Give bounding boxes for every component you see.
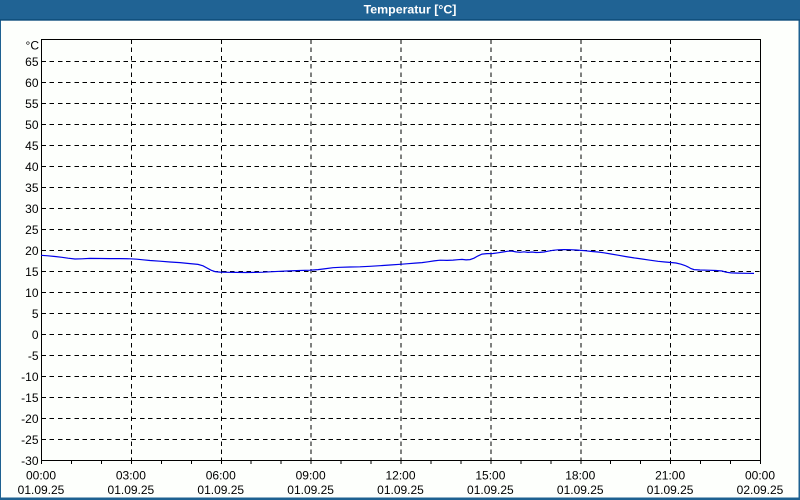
svg-text:40: 40 [25,160,39,174]
svg-text:55: 55 [25,97,39,111]
svg-text:01.09.25: 01.09.25 [557,483,604,497]
svg-text:00:00: 00:00 [26,468,56,482]
svg-text:10: 10 [25,286,39,300]
svg-text:0: 0 [32,328,39,342]
svg-text:06:00: 06:00 [206,468,236,482]
svg-text:45: 45 [25,139,39,153]
svg-text:01.09.25: 01.09.25 [377,483,424,497]
svg-text:30: 30 [25,202,39,216]
svg-text:01.09.25: 01.09.25 [197,483,244,497]
svg-text:12:00: 12:00 [385,468,415,482]
svg-text:°C: °C [26,39,40,53]
svg-text:-5: -5 [28,349,39,363]
svg-text:35: 35 [25,181,39,195]
svg-text:21:00: 21:00 [655,468,685,482]
svg-text:Temperatur [°C]: Temperatur [°C] [364,3,457,17]
svg-text:-20: -20 [21,412,39,426]
svg-text:01.09.25: 01.09.25 [108,483,155,497]
svg-text:65: 65 [25,55,39,69]
svg-text:18:00: 18:00 [565,468,595,482]
svg-text:00:00: 00:00 [745,468,775,482]
svg-text:01.09.25: 01.09.25 [647,483,694,497]
svg-text:5: 5 [32,307,39,321]
svg-text:03:00: 03:00 [116,468,146,482]
svg-text:20: 20 [25,244,39,258]
svg-text:-15: -15 [21,391,39,405]
svg-text:15:00: 15:00 [475,468,505,482]
svg-text:60: 60 [25,76,39,90]
svg-text:09:00: 09:00 [296,468,326,482]
svg-text:01.09.25: 01.09.25 [287,483,334,497]
svg-text:-30: -30 [21,454,39,468]
svg-text:01.09.25: 01.09.25 [467,483,514,497]
svg-text:15: 15 [25,265,39,279]
svg-text:01.09.25: 01.09.25 [18,483,65,497]
svg-text:-10: -10 [21,370,39,384]
svg-text:50: 50 [25,118,39,132]
svg-text:25: 25 [25,223,39,237]
svg-text:-25: -25 [21,433,39,447]
svg-text:02.09.25: 02.09.25 [737,483,784,497]
